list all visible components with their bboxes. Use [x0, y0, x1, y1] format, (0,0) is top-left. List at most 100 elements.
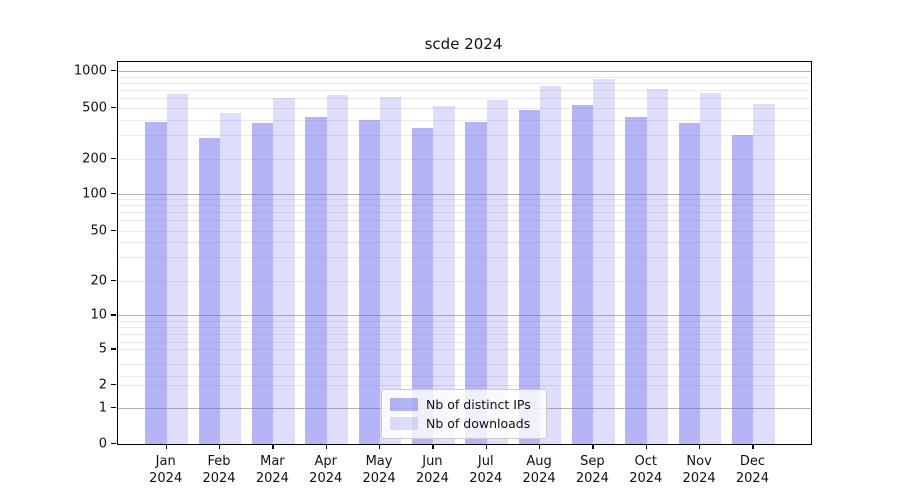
x-tick-mark — [699, 444, 701, 450]
bar-downloads-dec — [753, 104, 775, 444]
y-tick-mark — [111, 70, 116, 72]
bar-downloads-oct — [646, 89, 669, 444]
bar-downloads-sep — [593, 79, 615, 444]
y-tick-mark — [111, 443, 116, 445]
gridline-minor — [118, 376, 811, 377]
gridline-minor — [118, 82, 811, 84]
bar-distinct-ips-mar — [252, 122, 274, 444]
gridline-minor — [118, 119, 811, 121]
gridline-major — [118, 315, 811, 317]
x-tick-mark — [272, 444, 274, 450]
legend: Nb of distinct IPs Nb of downloads — [381, 389, 547, 439]
bar-downloads-mar — [273, 98, 295, 444]
legend-item-distinct-ips: Nb of distinct IPs — [390, 397, 538, 412]
gridline-minor — [118, 211, 811, 213]
x-tick-mark — [165, 444, 168, 450]
x-tick-mark — [752, 444, 754, 450]
bar-distinct-ips-dec — [732, 134, 754, 444]
gridline-minor — [118, 220, 811, 222]
legend-item-downloads: Nb of downloads — [390, 416, 538, 431]
bar-distinct-ips-jul — [465, 121, 487, 444]
gridline-minor — [118, 231, 811, 232]
x-tick-mark — [539, 444, 541, 450]
x-tick-mark — [432, 444, 434, 450]
y-tick-label: 100 — [82, 186, 107, 202]
y-tick-label: 50 — [90, 223, 107, 239]
gridline-minor — [118, 342, 811, 344]
chart-title: scde 2024 — [424, 35, 503, 53]
bar-distinct-ips-sep — [572, 104, 594, 444]
gridline-minor — [118, 204, 811, 206]
legend-label-distinct-ips: Nb of distinct IPs — [426, 397, 531, 412]
bar-distinct-ips-may — [358, 120, 381, 444]
x-tick-label: Sep 2024 — [575, 454, 609, 486]
x-tick-label: Nov 2024 — [682, 454, 716, 486]
bar-downloads-apr — [326, 95, 349, 444]
x-tick-label: Dec 2024 — [735, 454, 769, 486]
bar-downloads-may — [380, 97, 402, 444]
gridline-major — [118, 71, 811, 72]
gridline-minor — [118, 363, 811, 365]
gridline-major — [118, 193, 811, 195]
x-tick-label: Feb 2024 — [202, 454, 236, 486]
x-tick-label: Oct 2024 — [629, 454, 663, 486]
y-tick-mark — [111, 157, 116, 160]
y-tick-mark — [111, 314, 116, 316]
x-tick-mark — [379, 444, 381, 450]
bar-distinct-ips-apr — [305, 116, 327, 444]
x-tick-label: May 2024 — [362, 454, 396, 486]
gridline-minor — [118, 107, 811, 109]
gridline-minor — [118, 256, 811, 258]
x-tick-mark — [592, 444, 594, 450]
y-tick-label: 500 — [82, 100, 107, 116]
y-tick-label: 1000 — [73, 63, 107, 79]
x-tick-mark — [645, 444, 648, 450]
legend-swatch-distinct-ips — [390, 398, 418, 411]
x-tick-mark — [325, 444, 328, 450]
bar-downloads-aug — [540, 85, 562, 444]
gridline-minor — [118, 134, 811, 136]
y-tick-label: 2 — [98, 377, 107, 393]
bar-distinct-ips-feb — [198, 138, 221, 444]
y-tick-mark — [111, 230, 116, 232]
y-tick-label: 0 — [98, 436, 107, 452]
gridline-minor — [118, 198, 811, 200]
x-tick-label: Aug 2024 — [522, 454, 556, 486]
plot-area: Nb of distinct IPs Nb of downloads — [117, 61, 812, 445]
bar-downloads-jun — [433, 105, 455, 444]
y-tick-mark — [111, 106, 116, 109]
y-tick-mark — [111, 406, 116, 409]
y-tick-label: 5 — [98, 341, 107, 357]
bar-downloads-jan — [166, 93, 188, 444]
bar-distinct-ips-aug — [518, 109, 541, 444]
bar-distinct-ips-nov — [678, 122, 701, 444]
gridline-minor — [118, 385, 811, 386]
legend-swatch-downloads — [390, 417, 418, 430]
x-tick-label: Jun 2024 — [415, 454, 449, 486]
y-tick-label: 20 — [90, 273, 107, 289]
x-tick-label: Jul 2024 — [469, 454, 503, 486]
gridline-minor — [118, 281, 811, 282]
x-tick-mark — [485, 444, 488, 450]
gridline-minor — [118, 98, 811, 100]
gridline-minor — [118, 158, 811, 160]
y-tick-label: 1 — [98, 400, 107, 416]
gridline-minor — [118, 349, 811, 351]
y-tick-mark — [111, 192, 116, 195]
y-tick-label: 10 — [90, 307, 107, 323]
bar-distinct-ips-jan — [145, 122, 167, 444]
legend-label-downloads: Nb of downloads — [426, 416, 531, 431]
gridline-minor — [118, 320, 811, 322]
x-tick-label: Apr 2024 — [309, 454, 343, 486]
bar-downloads-feb — [220, 113, 242, 444]
y-tick-mark — [111, 384, 116, 386]
bar-downloads-jul — [486, 99, 509, 444]
x-tick-label: Mar 2024 — [255, 454, 289, 486]
y-tick-mark — [111, 348, 116, 350]
y-tick-mark — [111, 280, 116, 282]
gridline-minor — [118, 89, 811, 91]
bar-distinct-ips-jun — [412, 128, 434, 444]
bar-distinct-ips-oct — [625, 116, 647, 444]
gridline-minor — [118, 241, 811, 243]
